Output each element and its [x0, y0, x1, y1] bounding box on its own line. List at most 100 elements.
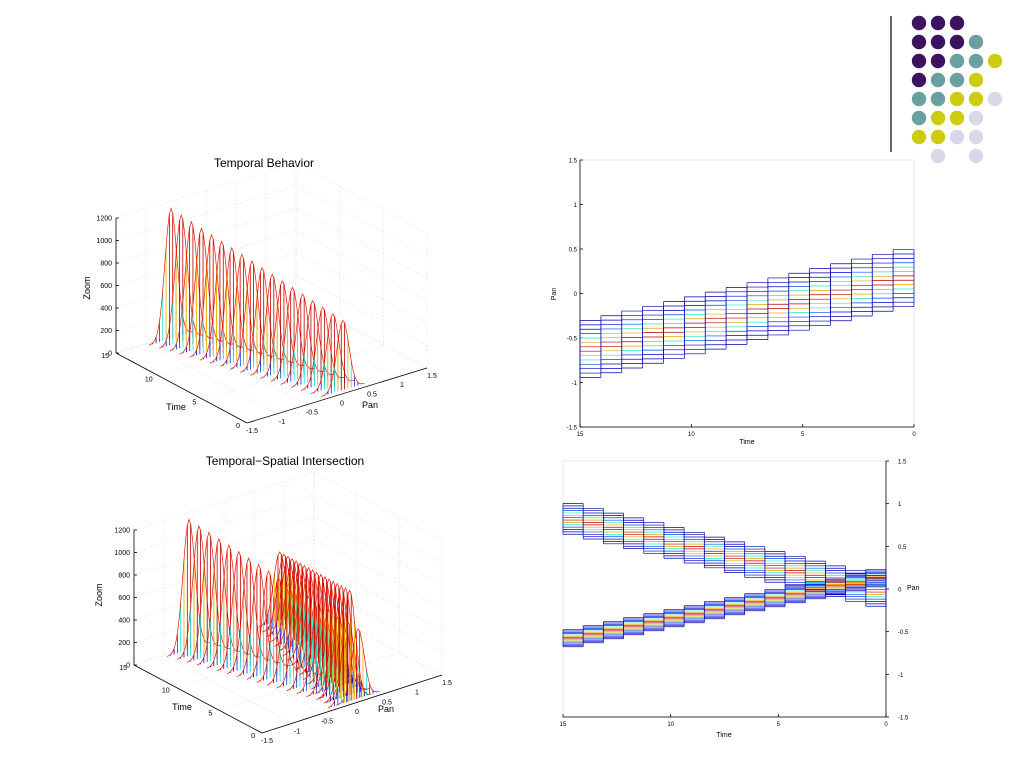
decoration-dot — [911, 110, 927, 126]
axes-box — [115, 162, 428, 424]
decoration-dot — [949, 53, 965, 69]
tick-labels: 0 200 400 600 800 1000 1200 0 5 10 15 -1.5 -1 -0.5 0 0.… — [96, 216, 437, 436]
x-tick-label: 5 — [801, 432, 805, 438]
x-tick-label: -1 — [294, 728, 300, 735]
y-tick-label: 0.5 — [898, 545, 907, 551]
decoration-dot — [968, 129, 984, 145]
z-tick-label: 800 — [118, 573, 130, 580]
grid-line — [295, 230, 428, 301]
y-tick-label: -1.5 — [567, 426, 578, 432]
chart-title: Temporal Behavior — [214, 156, 314, 170]
x-tick-label: 0 — [884, 722, 888, 728]
y-tick-label: 10 — [162, 688, 170, 695]
y-axis-label: Pan — [551, 288, 558, 301]
grid-line — [313, 561, 443, 631]
y-tick-label: 15 — [101, 353, 109, 360]
series-1-outline — [323, 586, 368, 704]
decoration-dot — [968, 110, 984, 126]
grid-line — [219, 652, 400, 711]
y-tick-label: 1.5 — [569, 159, 578, 165]
y-tick-label: -0.5 — [898, 630, 909, 636]
z-tick-label: 600 — [100, 283, 112, 290]
decoration-dot — [911, 91, 927, 107]
tick-labels: 1.5 1 0.5 0 -0.5 -1 -1.515 10 5 0 — [567, 159, 917, 439]
series-0-outline — [240, 266, 284, 373]
x-tick-label: 1.5 — [427, 373, 437, 380]
series-0-outline — [290, 299, 335, 388]
series-0-outline — [230, 260, 274, 370]
series-0-outline — [177, 524, 221, 660]
y-tick-label: -1 — [898, 673, 904, 679]
grid-line — [295, 162, 428, 234]
grid-line — [295, 297, 428, 369]
z-tick-label: 200 — [118, 640, 130, 647]
series-0-outline — [169, 220, 213, 352]
series-0-outline — [207, 544, 251, 669]
series-0-outline — [246, 569, 291, 680]
x-tick-label: 0.5 — [367, 391, 377, 398]
x-tick-label: 0 — [340, 401, 344, 408]
plot-lines — [579, 249, 915, 378]
x-tick-label: -0.5 — [321, 719, 333, 726]
decoration-dot — [930, 148, 946, 164]
x-tick-label: 0 — [355, 709, 359, 716]
z-tick-label: 800 — [100, 261, 112, 268]
decoration-dot — [987, 91, 1003, 107]
y-tick-label: -0.5 — [567, 337, 578, 343]
decoration-dot — [911, 15, 927, 31]
tick-labels: 0 200 400 600 800 1000 1200 0 5 10 15 -1.5 -1 -0.5 0 0.… — [114, 528, 452, 746]
plot-temporal-behavior-3d: Temporal Behavior 0200400600800100012000… — [82, 156, 437, 435]
x-tick-label: 1 — [415, 690, 419, 697]
series-0-outline — [189, 233, 234, 358]
x-tick-label: 1 — [400, 382, 404, 389]
y-tick-label: 1 — [574, 203, 578, 209]
series-0-outline — [236, 563, 281, 677]
x-axis-label: Time — [739, 439, 754, 446]
decoration-dot — [968, 53, 984, 69]
x-tick-label: 10 — [667, 722, 674, 728]
decoration-dot — [968, 148, 984, 164]
z-axis-label: Zoom — [82, 276, 92, 299]
decoration-dot — [911, 53, 927, 69]
series-0-outline — [216, 550, 261, 672]
x-tick-label: 10 — [688, 432, 695, 438]
decoration-dot — [930, 91, 946, 107]
series-0-outline — [260, 280, 304, 379]
plot-lines — [166, 518, 381, 709]
decoration-dot — [968, 91, 984, 107]
y-axis-label: Pan — [907, 585, 920, 592]
series-0-outline — [270, 286, 315, 382]
x-tick-label: 0.5 — [382, 699, 392, 706]
y-tick-label: 0 — [898, 588, 902, 594]
series-0-outline — [311, 313, 355, 394]
grid-line — [313, 516, 443, 586]
decoration-dot — [949, 15, 965, 31]
decoration-dot — [949, 110, 965, 126]
y-tick-label: 15 — [119, 665, 127, 672]
plot-temporal-spatial-intersection-2d: 1.5 1 0.5 0 -0.5 -1 -1.5 15 10 5 0 Pan Time — [560, 460, 920, 740]
decoration-dot — [968, 72, 984, 88]
y-tick-label: 0 — [251, 733, 255, 740]
series-0-outline — [280, 293, 325, 385]
grid-line — [133, 471, 315, 531]
series-0-outline — [209, 246, 254, 364]
plot-area — [562, 460, 887, 718]
y-axis-label: Time — [172, 702, 192, 712]
series-0-outline — [149, 207, 193, 346]
series-0-outline — [187, 531, 231, 663]
y-tick-label: 5 — [208, 710, 212, 717]
decoration-dot — [930, 72, 946, 88]
z-tick-label: 0 — [126, 663, 130, 670]
x-tick-label: -1 — [279, 419, 285, 426]
y-tick-label: 1 — [898, 502, 902, 508]
y-axis-line — [133, 664, 263, 734]
x-tick-label: -0.5 — [306, 410, 318, 417]
plot-lines — [562, 503, 887, 648]
series-0-outline — [199, 240, 244, 361]
series-0-outline — [250, 273, 294, 376]
grid-line — [133, 516, 315, 576]
decoration-dot — [911, 34, 927, 50]
y-tick-label: 1.5 — [898, 460, 907, 466]
decoration-dot — [930, 129, 946, 145]
series-0-outline — [167, 518, 211, 657]
